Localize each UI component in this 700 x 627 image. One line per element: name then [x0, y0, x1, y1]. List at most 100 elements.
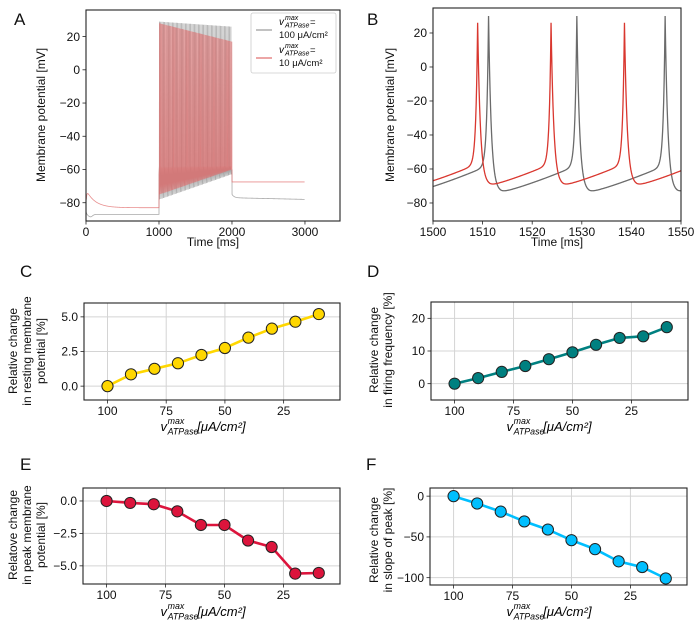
data-point [265, 540, 278, 554]
x-tick-label: 1500 [420, 225, 447, 239]
data-point [312, 566, 325, 580]
x-tick-label: 75 [507, 404, 521, 418]
subscript-atpase: ATPase [513, 611, 545, 621]
data-point [613, 331, 626, 345]
x-tick-label: 75 [159, 588, 173, 602]
axes-frame [432, 7, 682, 222]
panel-letter: A [14, 10, 26, 29]
series-line [106, 312, 320, 388]
legend-equals: = [310, 17, 316, 28]
y-tick-label: −20 [407, 94, 428, 108]
y-tick-label: 2.5 [61, 345, 78, 359]
panel-letter: F [366, 455, 376, 474]
y-tick-label: −40 [407, 128, 428, 142]
x-tick-label: 1550 [668, 225, 695, 239]
series-line [106, 499, 319, 575]
x-tick-label: 3000 [292, 225, 319, 239]
axes-frame [429, 487, 688, 586]
unit-text: [μA/cm²] [196, 604, 246, 619]
y-tick-label: 0.0 [60, 494, 77, 508]
data-point [589, 338, 603, 351]
subscript-atpase: ATPase [167, 611, 199, 621]
y-axis-label: in peak membrane [20, 485, 34, 585]
subscript-atpase: ATPase [167, 426, 199, 436]
data-point [289, 567, 302, 580]
data-point [494, 505, 507, 518]
data-point [218, 341, 232, 355]
panel-letter: D [367, 262, 379, 281]
panel-d: D 100 75 50 25 0 10 20 Relative change in firing … [367, 262, 689, 436]
superscript-max: max [285, 43, 299, 50]
v-symbol: v [161, 419, 169, 434]
data-point [241, 534, 255, 547]
data-point [565, 534, 578, 547]
y-tick-label: 0 [417, 489, 424, 503]
data-point [100, 494, 113, 508]
y-tick-label: −20 [60, 96, 81, 110]
plot-area [453, 494, 667, 580]
y-tick-label: 0 [420, 60, 427, 74]
data-point [612, 555, 625, 568]
legend-box [250, 12, 337, 74]
data-point [518, 515, 531, 528]
y-tick-label: −60 [60, 163, 81, 177]
plot-area [454, 325, 668, 385]
x-tick-label: 75 [160, 404, 174, 418]
panel-letter: E [20, 455, 31, 474]
superscript-max: max [168, 601, 185, 611]
axes-frame [430, 301, 689, 401]
plot-area [433, 15, 681, 192]
x-tick-label: 1520 [519, 225, 546, 239]
x-tick-label: 50 [566, 404, 580, 418]
x-tick-label: 25 [277, 404, 291, 418]
data-point [447, 490, 460, 503]
data-point [171, 357, 185, 370]
unit-text: [μA/cm²] [542, 604, 592, 619]
data-point [312, 307, 325, 321]
y-tick-label: 20 [67, 30, 81, 44]
legend-value: 10 μA/cm² [279, 58, 322, 69]
subscript-atpase: ATPase [513, 426, 545, 436]
x-tick-label: 100 [97, 588, 117, 602]
y-axis-label: Relative change [6, 308, 20, 394]
data-point [542, 353, 555, 366]
x-tick-label: 100 [445, 404, 465, 418]
axes-frame [85, 9, 341, 222]
y-tick-label: −2.5 [53, 527, 77, 541]
series-line [454, 325, 668, 385]
superscript-max: max [285, 15, 299, 22]
x-tick-label: 25 [277, 588, 291, 602]
y-axis-label: Membrane potential [mV] [34, 48, 48, 182]
y-axis-label: Relatove change [6, 490, 20, 580]
axes-frame [82, 487, 341, 585]
subscript-atpase: ATPase [284, 23, 309, 30]
data-point [471, 497, 484, 510]
v-symbol: v [161, 604, 169, 619]
y-axis-label: Membrane potential [mV] [383, 48, 397, 182]
y-tick-label: 20 [414, 26, 428, 40]
v-symbol: v [507, 604, 515, 619]
panel-a: A 0 1000 2000 3000 −80 −60 −40 −20 0 20 Membrane po… [14, 9, 341, 249]
x-tick-label: 1000 [146, 225, 173, 239]
data-point [194, 518, 207, 532]
x-axis-label: Time [ms] [531, 235, 583, 249]
data-point [636, 560, 649, 574]
y-tick-label: −40 [60, 129, 81, 143]
y-tick-label: −80 [60, 196, 81, 210]
x-tick-label: 25 [625, 404, 639, 418]
legend-value: 100 μA/cm² [279, 30, 328, 41]
data-point [195, 348, 208, 362]
x-tick-label: 1540 [618, 225, 645, 239]
y-tick-label: 0 [418, 377, 425, 391]
y-tick-label: 10 [412, 344, 426, 358]
x-tick-label: 50 [565, 589, 579, 603]
x-tick-label: 1530 [568, 225, 595, 239]
x-tick-label: 0 [83, 225, 90, 239]
